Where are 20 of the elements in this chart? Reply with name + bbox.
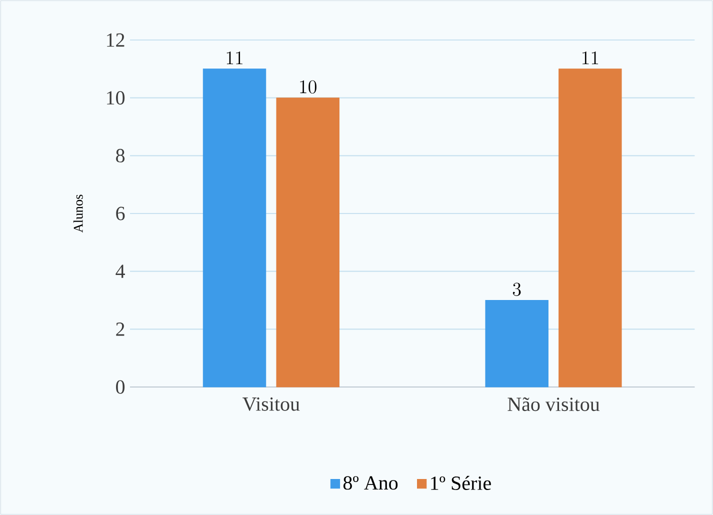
x-tick-label: Visitou [242,397,300,411]
y-tick-label: 12 [107,33,124,47]
y-tick-label: 2 [116,322,124,336]
data-label: 11 [582,51,598,64]
bar [485,300,548,388]
y-tick-label: 8 [116,148,125,162]
x-tick-label: Não visitou [508,397,600,412]
y-tick-label: 0 [116,380,125,394]
data-label: 11 [226,51,242,64]
y-tick-label: 4 [116,264,125,278]
y-tick-label: 6 [116,206,125,220]
legend-label: 1º Série [431,476,491,490]
y-axis-title: Alunos [73,194,83,233]
bar [276,98,340,388]
y-tick-label: 10 [107,91,125,105]
bar [202,68,266,388]
legend-label: 8º Ano [343,476,398,490]
bar [558,68,622,388]
data-label: 3 [512,282,521,296]
data-label: 10 [300,80,316,94]
